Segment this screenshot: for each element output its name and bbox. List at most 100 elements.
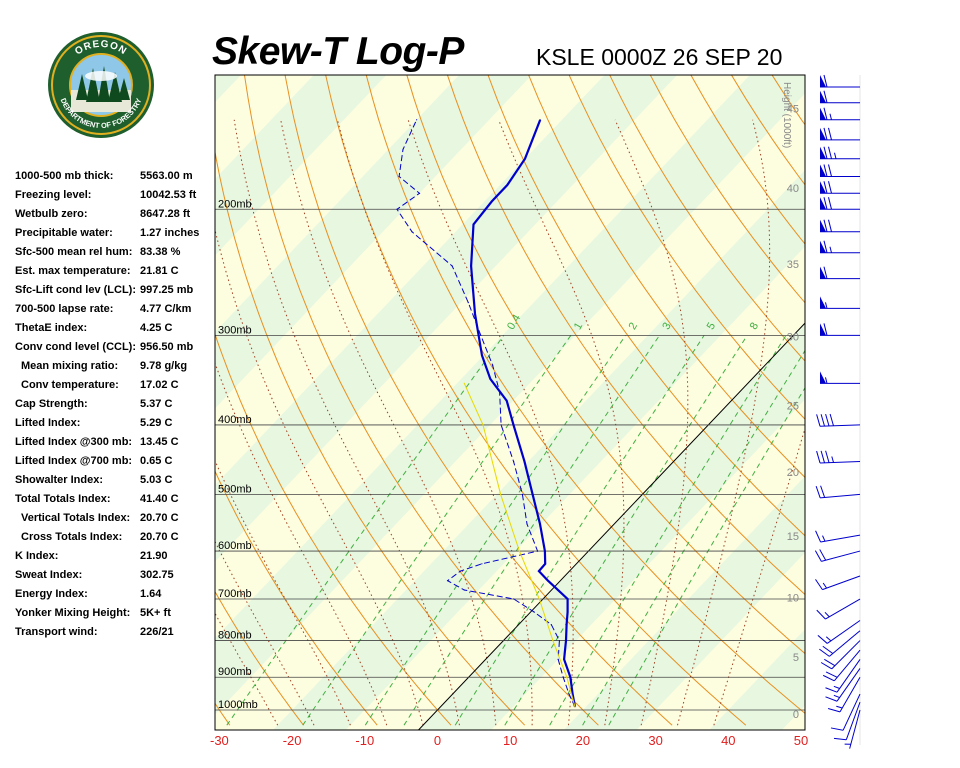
wind-barb xyxy=(822,649,861,682)
temperature-tick-label: -10 xyxy=(355,733,374,748)
temperature-tick-label: 40 xyxy=(721,733,735,748)
temperature-tick-label: 30 xyxy=(648,733,662,748)
temperature-point xyxy=(544,550,546,552)
index-value: 1.64 xyxy=(140,588,162,600)
wind-barb xyxy=(820,640,861,670)
dewpoint-point xyxy=(480,334,482,336)
wind-barb xyxy=(820,146,860,160)
dewpoint-point xyxy=(467,302,469,304)
pressure-label: 700mb xyxy=(218,588,252,600)
dry-adiabat xyxy=(215,470,378,726)
temperature-point xyxy=(547,580,549,582)
height-tick-label: 20 xyxy=(787,467,799,479)
index-value: 21.81 C xyxy=(140,265,179,277)
temperature-point xyxy=(524,158,526,160)
index-value: 5K+ ft xyxy=(140,607,171,619)
mixing-ratio-line xyxy=(226,335,505,726)
wind-barb xyxy=(820,266,860,280)
pressure-label: 600mb xyxy=(218,540,252,552)
dewpoint-point xyxy=(513,598,515,600)
wind-barb xyxy=(815,530,861,543)
dry-adiabat xyxy=(215,149,526,726)
temperature-band xyxy=(215,75,242,103)
dry-adiabat xyxy=(528,75,805,479)
index-label: Sweat Index: xyxy=(15,569,83,581)
forestry-logo: OREGON DEPARTMENT OF FORESTRY xyxy=(48,32,154,138)
index-value: 13.45 C xyxy=(140,436,179,448)
wind-barb xyxy=(827,676,861,713)
temperature-point xyxy=(565,640,567,642)
temperature-band xyxy=(273,170,805,730)
index-value: 41.40 C xyxy=(140,493,179,505)
dry-adiabat xyxy=(568,75,805,420)
temperature-point xyxy=(512,424,515,426)
height-tick-label: 0 xyxy=(793,709,799,721)
temperature-point xyxy=(523,461,526,463)
mixing-ratio-line xyxy=(364,335,627,726)
mixing-ratio-label: 5 xyxy=(705,321,718,332)
index-label: Cross Totals Index: xyxy=(21,531,123,543)
dewpoint-point xyxy=(513,461,515,463)
dewpoint-point xyxy=(481,563,483,565)
temperature-point xyxy=(572,693,574,695)
index-label: 700-500 lapse rate: xyxy=(15,303,114,315)
temperature-band xyxy=(709,629,805,730)
dewpoint-point xyxy=(533,611,535,613)
pressure-label: 200mb xyxy=(218,198,252,210)
dewpoint-point xyxy=(402,148,404,150)
dry-adiabat xyxy=(215,590,304,726)
temperature-point xyxy=(506,400,508,402)
index-label: 1000-500 mb thick: xyxy=(15,170,114,182)
temperature-tick-label: -20 xyxy=(283,733,302,748)
index-label: Vertical Totals Index: xyxy=(21,512,131,524)
temperature-point xyxy=(539,119,541,121)
dewpoint-point xyxy=(558,640,561,642)
index-label: Total Totals Index: xyxy=(15,493,111,505)
wind-barb xyxy=(815,575,861,591)
temperature-tick-label: -30 xyxy=(210,733,229,748)
index-label: ThetaE index: xyxy=(15,322,88,334)
index-value: 226/21 xyxy=(140,626,174,638)
mixing-ratio-label: 3 xyxy=(660,321,673,332)
mixing-ratio-line xyxy=(582,349,805,726)
dry-adiabat xyxy=(952,0,960,725)
dewpoint-point xyxy=(499,391,501,393)
index-label: Lifted Index: xyxy=(15,417,81,429)
dry-adiabat xyxy=(243,75,599,726)
temperature-band xyxy=(491,399,805,730)
temperature-point xyxy=(566,624,568,626)
height-tick-label: 45 xyxy=(787,104,799,116)
dewpoint-point xyxy=(568,693,570,695)
station-time-label: KSLE 0000Z 26 SEP 20 xyxy=(536,44,783,70)
parcel-point xyxy=(552,640,554,642)
index-value: 20.70 C xyxy=(140,531,179,543)
dewpoint-point xyxy=(500,424,502,426)
dewpoint-point xyxy=(463,589,465,591)
dry-adiabat xyxy=(487,75,805,537)
dewpoint-point xyxy=(521,493,524,495)
dry-adiabat xyxy=(365,75,805,714)
temperature-point xyxy=(481,354,483,357)
wind-barb xyxy=(820,197,860,210)
mixing-ratio-label: 8 xyxy=(748,321,761,332)
wind-barb xyxy=(820,296,860,309)
index-value: 17.02 C xyxy=(140,379,179,391)
dewpoint-point xyxy=(550,624,552,626)
temperature-point xyxy=(564,647,566,649)
mixing-ratio-label: 2 xyxy=(627,321,640,332)
parcel-point xyxy=(574,706,576,708)
wind-barb xyxy=(816,450,861,464)
wind-barb xyxy=(820,74,860,88)
dewpoint-point xyxy=(459,570,461,572)
parcel-point xyxy=(482,424,484,426)
temperature-tick-label: 50 xyxy=(794,733,808,748)
temperature-point xyxy=(489,378,491,380)
wind-barb xyxy=(820,323,860,336)
pressure-label: 900mb xyxy=(218,666,252,678)
temperature-point xyxy=(544,563,546,565)
index-label: Energy Index: xyxy=(15,588,88,600)
wind-barb xyxy=(815,485,861,499)
index-value: 20.70 C xyxy=(140,512,179,524)
parcel-point xyxy=(500,493,502,495)
